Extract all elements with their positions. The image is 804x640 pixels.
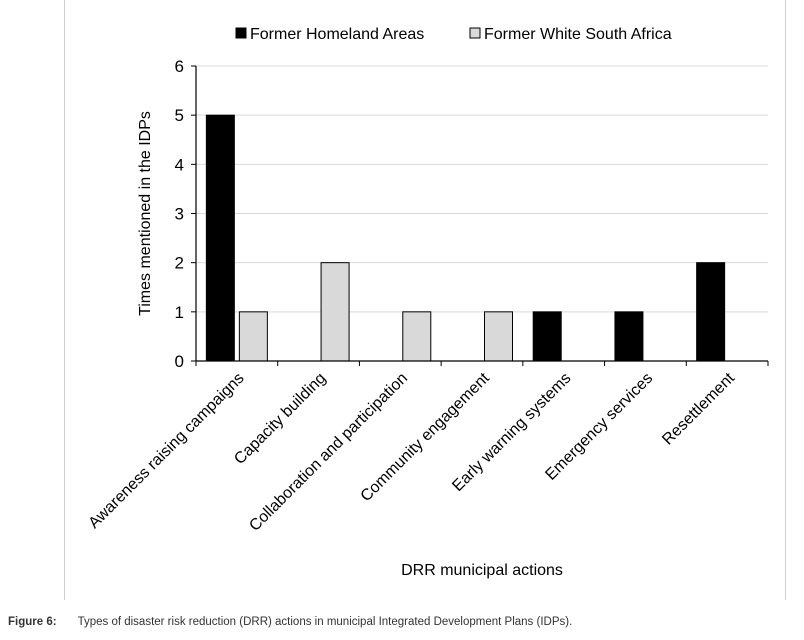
- y-tick-label: 5: [175, 106, 184, 125]
- y-tick-label: 4: [175, 155, 184, 174]
- bar-former-white-sa: [484, 311, 513, 362]
- x-axis-title: DRR municipal actions: [401, 562, 563, 579]
- y-tick-label: 6: [175, 57, 184, 76]
- x-tick-label: Resettlement: [659, 369, 738, 448]
- figure-caption-text: Types of disaster risk reduction (DRR) a…: [77, 616, 573, 628]
- legend-swatch-former-white-sa: [469, 27, 481, 39]
- bar-former-white-sa: [402, 311, 432, 362]
- figure-caption-label: Figure 6:: [8, 616, 57, 628]
- bar-former-homeland: [614, 311, 644, 362]
- x-tick-label: Awareness raising campaigns: [86, 370, 248, 532]
- bar-former-homeland: [532, 311, 562, 362]
- legend-swatch-former-homeland: [235, 27, 247, 39]
- y-tick-label: 2: [175, 254, 184, 273]
- y-tick-label: 3: [175, 205, 184, 224]
- bar-former-homeland: [696, 262, 726, 362]
- figure-caption: Figure 6: Types of disaster risk reducti…: [8, 616, 572, 628]
- bar-former-homeland: [205, 114, 235, 362]
- y-tick-label: 0: [175, 352, 184, 371]
- bar-former-white-sa: [320, 262, 350, 362]
- y-tick-label: 1: [175, 303, 184, 322]
- legend-label-former-white-sa: Former White South Africa: [484, 26, 672, 43]
- bar-former-white-sa: [238, 311, 268, 362]
- y-axis-title: Times mentioned in the IDPs: [137, 111, 154, 316]
- legend-label-former-homeland: Former Homeland Areas: [250, 26, 424, 43]
- x-tick-label: Collaboration and participation: [246, 370, 411, 535]
- chart-frame: [64, 0, 786, 600]
